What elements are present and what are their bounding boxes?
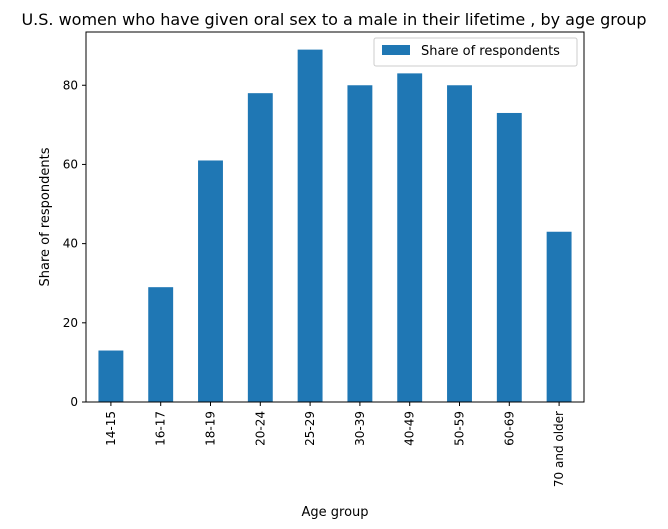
chart-title: U.S. women who have given oral sex to a … [21,10,646,29]
y-tick-label: 0 [70,395,78,409]
bar-18-19 [198,160,223,402]
legend-label: Share of respondents [421,44,560,59]
x-axis-ticks: 14-15 16-17 18-19 20-24 25-29 30-39 40-49 50-59… [104,402,566,487]
x-tick-label: 18-19 [204,411,218,446]
x-tick-label: 14-15 [104,411,118,446]
y-axis-ticks: 0 20 40 60 80 [63,78,86,409]
plot-frame [85,31,585,403]
legend-frame [373,37,578,67]
x-axis-label: Age group [301,505,368,520]
x-tick-label: 60-69 [502,411,516,446]
x-tick-label: 70 and older [552,411,566,487]
legend-swatch [382,45,410,55]
bar-30-39 [347,85,373,402]
x-tick-label: 40-49 [403,411,417,446]
bar-16-17 [148,287,174,402]
bar-70-and-older [546,231,572,402]
bar-60-69 [496,112,522,402]
bar-40-49 [397,73,423,403]
y-axis-label: Share of respondents [38,147,53,286]
x-tick-label: 25-29 [303,411,317,446]
x-tick-label: 50-59 [453,411,467,446]
y-tick-label: 60 [63,157,78,171]
y-tick-label: 40 [63,237,78,251]
legend: Share of respondents [373,37,578,67]
x-tick-label: 30-39 [353,411,367,446]
bar-50-59 [447,85,472,402]
bar-14-15 [98,350,124,402]
x-tick-label: 20-24 [253,411,267,446]
bar-25-29 [297,49,323,402]
x-tick-label: 16-17 [154,411,168,446]
bar-20-24 [247,93,273,402]
y-tick-label: 80 [63,78,78,92]
y-tick-label: 20 [63,316,78,330]
bars-group [98,49,572,403]
